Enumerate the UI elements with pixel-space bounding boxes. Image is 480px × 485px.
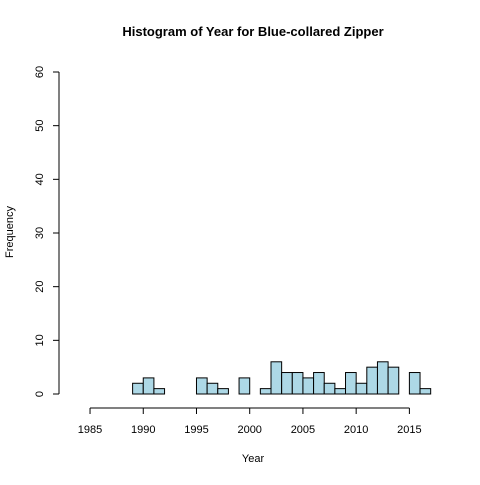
x-tick-label: 2000 [237, 424, 261, 436]
histogram-bar-2010 [355, 382, 368, 395]
y-tick-label: 10 [34, 334, 46, 346]
y-axis-label: Frequency [4, 206, 16, 258]
histogram-bar-1995 [195, 377, 208, 395]
y-tick-label: 50 [34, 120, 46, 132]
histogram-bar-2001 [259, 388, 272, 395]
histogram-bar-2006 [313, 372, 325, 395]
histogram-bar-1989 [132, 382, 144, 395]
chart-title: Histogram of Year for Blue-collared Zipp… [122, 24, 383, 39]
histogram-bar-1990 [142, 377, 155, 395]
y-tick-label: 30 [34, 227, 46, 239]
x-tick-label: 2005 [291, 424, 315, 436]
x-tick-label: 2015 [397, 424, 421, 436]
y-tick-label: 20 [34, 281, 46, 293]
y-tick-label: 0 [34, 391, 46, 397]
x-axis-label: Year [242, 453, 265, 465]
histogram-bar-1996 [206, 382, 219, 395]
x-tick-label: 1990 [131, 424, 155, 436]
bars-group [132, 361, 432, 395]
x-tick-label: 1985 [78, 424, 102, 436]
histogram-bar-2009 [345, 372, 357, 395]
histogram-bar-2002 [270, 361, 283, 395]
histogram-bar-2005 [302, 377, 315, 395]
x-tick-label: 1995 [184, 424, 208, 436]
histogram-bar-2004 [291, 372, 304, 395]
histogram-bar-2013 [387, 366, 400, 395]
y-tick-label: 40 [34, 173, 46, 185]
histogram-bar-2008 [334, 388, 347, 395]
histogram-bar-1991 [153, 388, 166, 395]
y-axis: 0 10 20 30 40 50 60 [34, 66, 60, 397]
histogram-bar-1999 [238, 377, 251, 395]
y-tick-label: 60 [34, 66, 46, 78]
histogram-bar-2016 [419, 388, 432, 395]
x-tick-label: 2010 [344, 424, 368, 436]
histogram-bar-2015 [408, 372, 421, 395]
histogram-bar-2003 [281, 372, 293, 395]
histogram-bar-2007 [323, 382, 336, 395]
histogram-bar-2011 [366, 366, 378, 395]
histogram-bar-2012 [376, 361, 389, 395]
x-axis: 1985 1990 1995 2000 2005 2010 2015 [78, 407, 422, 436]
histogram-bar-1997 [217, 388, 229, 395]
